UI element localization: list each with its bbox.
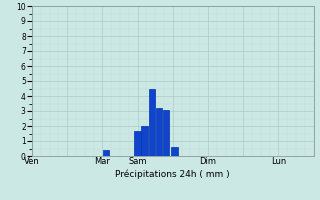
Bar <box>156 108 162 156</box>
Bar <box>172 147 178 156</box>
Bar <box>103 150 109 156</box>
Bar <box>141 126 148 156</box>
X-axis label: Précipitations 24h ( mm ): Précipitations 24h ( mm ) <box>116 169 230 179</box>
Bar <box>134 130 141 156</box>
Bar <box>148 88 155 156</box>
Bar <box>163 110 169 156</box>
